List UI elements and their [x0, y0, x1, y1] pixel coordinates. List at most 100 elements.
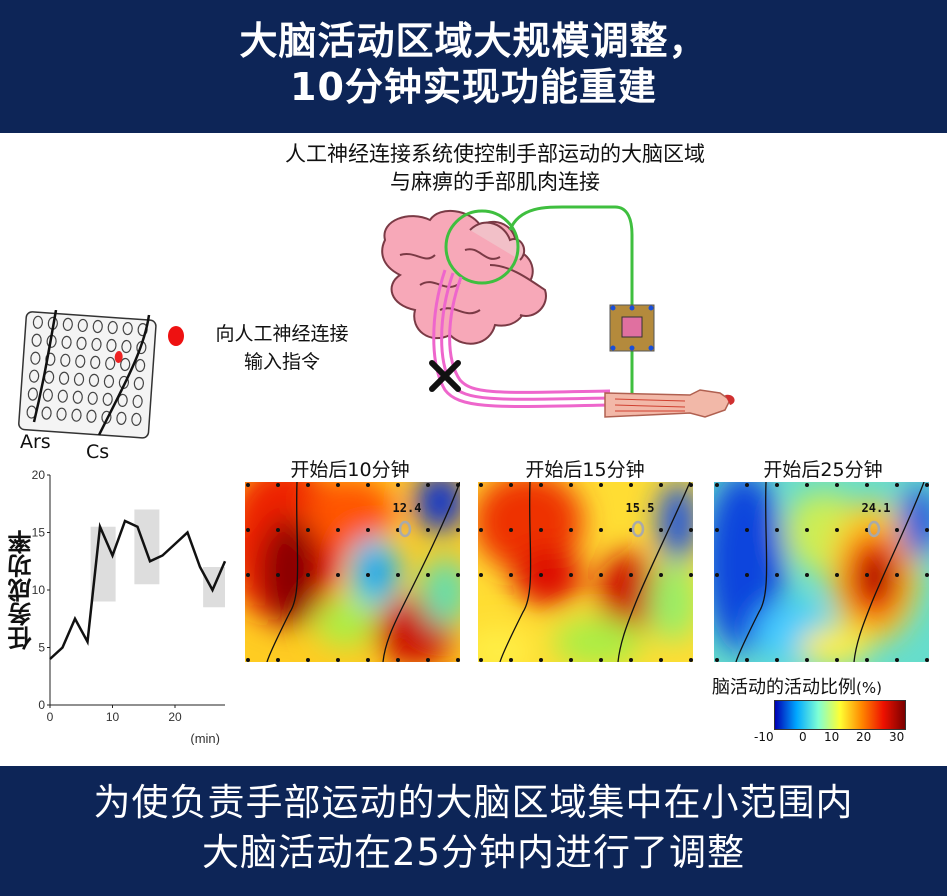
- electrode-point: [659, 483, 663, 487]
- footer-line-1: 为使负责手部运动的大脑区域集中在小范围内: [93, 781, 854, 824]
- shaded-bar: [134, 509, 160, 585]
- electrode-point: [895, 658, 899, 662]
- heatmap-title-1: 开始后10分钟: [290, 459, 410, 481]
- motor-area-circle: [444, 209, 520, 285]
- label-ars: Ars: [20, 431, 51, 453]
- electrode-point: [396, 658, 400, 662]
- electrode-point: [895, 573, 899, 577]
- electrode-label-line-1: 向人工神经连接: [215, 323, 349, 345]
- x-axis-label: (min): [190, 731, 220, 745]
- electrode-dot: [56, 407, 67, 421]
- y-tick-label: 5: [38, 641, 45, 655]
- electrode-point: [895, 483, 899, 487]
- colorbar-tick-2: 0: [799, 730, 807, 744]
- electrode-point: [689, 483, 693, 487]
- success-rate-line: [49, 519, 227, 660]
- electrode-dot: [103, 374, 115, 388]
- electrode-point: [629, 573, 633, 577]
- electrode-point: [659, 658, 663, 662]
- electrode-point: [366, 658, 370, 662]
- electrode-point: [599, 573, 603, 577]
- heatmap-15min: 15.5: [478, 482, 693, 662]
- electrode-dot: [45, 352, 56, 366]
- electrode-dot: [27, 387, 38, 401]
- electrode-point: [336, 573, 340, 577]
- electrode-point: [775, 573, 779, 577]
- electrode-point: [456, 483, 460, 487]
- electrode-dot: [71, 408, 82, 422]
- chip-icon: [609, 304, 655, 352]
- colorbar-tick-4: 20: [856, 730, 872, 744]
- brain-section: [381, 209, 547, 345]
- electrode-dot: [102, 392, 113, 406]
- electrode-dot: [135, 358, 146, 373]
- electrode-label: 向人工神经连接 输入指令: [192, 320, 372, 376]
- electrode-point: [805, 483, 809, 487]
- electrode-point: [246, 573, 250, 577]
- electrode-point: [396, 573, 400, 577]
- heatmap-value-1: 12.4: [393, 501, 422, 515]
- blocked-x-icon: [429, 360, 461, 392]
- electrode-point: [366, 573, 370, 577]
- electrode-point: [775, 658, 779, 662]
- electrode-dot: [116, 411, 127, 425]
- colorbar-unit: (%): [856, 679, 882, 697]
- electrode-point: [569, 483, 573, 487]
- footer-banner: 为使负责手部运动的大脑区域集中在小范围内 大脑活动在25分钟内进行了调整: [0, 766, 947, 896]
- electrode-point: [865, 483, 869, 487]
- electrode-point: [775, 483, 779, 487]
- electrode-point: [246, 483, 250, 487]
- diagram-caption-line-1: 人工神经连接系统使控制手部运动的大脑区域: [285, 142, 705, 166]
- colorbar-label-text: 脑活动的活动比例: [712, 677, 856, 698]
- electrode-dot: [86, 409, 97, 423]
- electrode-point: [715, 528, 719, 532]
- electrode-dot: [131, 412, 142, 426]
- electrode-point: [396, 483, 400, 487]
- electrode-point: [629, 483, 633, 487]
- electrode-dot: [73, 372, 85, 386]
- diagram-caption-line-2: 与麻痹的手部肌肉连接: [390, 170, 600, 194]
- electrode-dot: [106, 338, 117, 353]
- electrode-dot: [107, 320, 118, 335]
- electrode-point: [306, 483, 310, 487]
- electrode-point: [456, 573, 460, 577]
- electrode-point: [659, 573, 663, 577]
- electrode-point: [925, 573, 929, 577]
- heatmap-title-3: 开始后25分钟: [763, 459, 883, 481]
- heatmap-25min: 24.1: [714, 482, 929, 662]
- electrode-dot: [92, 319, 103, 334]
- electrode-point: [366, 483, 370, 487]
- header-banner: 大脑活动区域大规模调整， 10分钟实现功能重建: [0, 0, 947, 133]
- electrode-point: [805, 658, 809, 662]
- electrode-point: [276, 658, 280, 662]
- electrode-point: [539, 528, 543, 532]
- electrode-dot: [32, 315, 44, 329]
- red-dot-icon: [168, 326, 184, 346]
- electrode-dot: [60, 353, 71, 367]
- electrode-point: [479, 658, 483, 662]
- colorbar-tick-3: 10: [824, 730, 840, 744]
- y-tick-label: 10: [32, 583, 46, 597]
- arm-hand-illustration: [604, 389, 735, 418]
- electrode-dot: [31, 333, 42, 347]
- x-tick-label: 20: [168, 710, 182, 724]
- electrode-point: [569, 528, 573, 532]
- electrode-point: [689, 658, 693, 662]
- focus-marker-1: [398, 520, 412, 538]
- electrode-point: [509, 528, 513, 532]
- neural-bypass-illustration: [381, 205, 735, 418]
- electrode-dot: [77, 318, 88, 333]
- x-tick-label: 10: [106, 710, 120, 724]
- electrode-point: [689, 528, 693, 532]
- electrode-point: [306, 658, 310, 662]
- electrode-dot: [57, 389, 68, 403]
- electrode-point: [306, 573, 310, 577]
- electrode-point: [715, 658, 719, 662]
- electrode-point: [479, 573, 483, 577]
- electrode-dot: [58, 371, 70, 385]
- electrode-dot: [122, 321, 133, 336]
- colorbar-tick-5: 30: [889, 730, 905, 744]
- title-line-2: 10分钟实现功能重建: [290, 65, 657, 109]
- y-tick-label: 20: [32, 468, 46, 482]
- electrode-point: [599, 528, 603, 532]
